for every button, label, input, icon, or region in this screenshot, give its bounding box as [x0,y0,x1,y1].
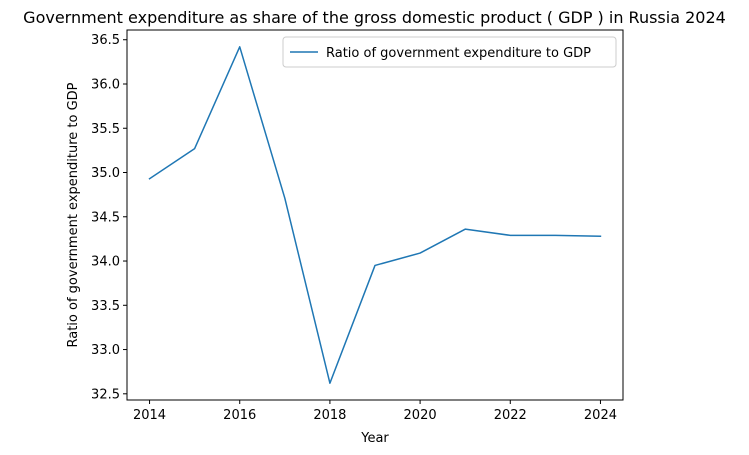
y-tick-label: 33.5 [91,299,120,314]
plot-frame [126,29,624,401]
y-tick-label: 35.0 [91,166,120,181]
y-axis-label: Ratio of government expenditure to GDP [66,82,81,347]
legend-entry-label: Ratio of government expenditure to GDP [326,46,591,61]
legend: Ratio of government expenditure to GDP [282,36,617,68]
x-tick-label: 2014 [133,408,166,423]
x-axis: 2014 2016 2018 2020 2022 2024 [133,400,617,423]
y-tick-label: 36.0 [91,77,120,92]
y-tick-label: 34.0 [91,255,120,270]
series-layer [148,46,602,384]
y-tick-label: 36.5 [91,33,120,48]
x-tick-label: 2018 [313,408,346,423]
series-line-0 [148,46,602,384]
y-tick-label: 35.5 [91,122,120,137]
x-axis-label: Year [360,431,389,446]
y-tick-label: 34.5 [91,210,120,225]
y-tick-label: 33.0 [91,343,120,358]
x-tick-label: 2022 [494,408,527,423]
x-tick-label: 2020 [404,408,437,423]
legend-box [282,36,617,68]
y-tick-label: 32.5 [91,387,120,402]
x-tick-label: 2016 [223,408,256,423]
chart-title: Government expenditure as share of the g… [23,8,726,27]
y-axis: 32.5 33.0 33.5 34.0 34.5 35.0 35.5 36.0 36.5 [91,33,127,402]
x-tick-label: 2024 [584,408,617,423]
